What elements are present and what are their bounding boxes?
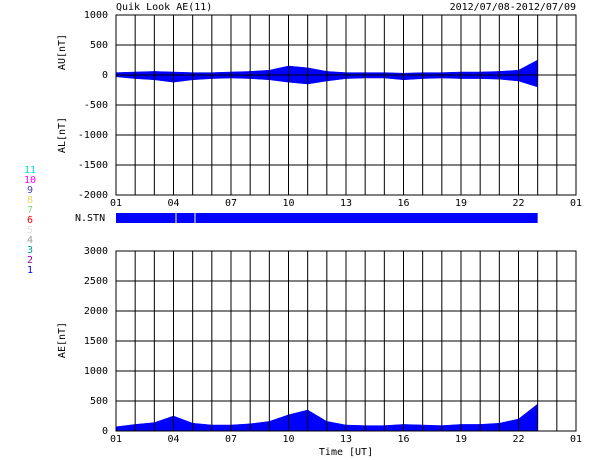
nstn-label: N.STN (75, 213, 105, 224)
x-tick-label: 01 (570, 198, 582, 209)
x-tick-label: 22 (512, 434, 524, 445)
station-label: 11 (24, 165, 36, 176)
y-tick-label: 0 (102, 426, 108, 437)
x-tick-label: 04 (167, 434, 179, 445)
x-tick-label: 01 (110, 434, 122, 445)
y-tick-label: 1500 (84, 336, 108, 347)
plot-frame (115, 250, 577, 432)
x-tick-label: 07 (225, 434, 237, 445)
y-tick-label: 500 (90, 40, 108, 51)
plot-frame (115, 14, 577, 196)
y-axis-label: AU[nT] (57, 34, 68, 70)
chart-subtitle: 2012/07/08-2012/07/09 (450, 2, 576, 13)
y-tick-label: -1500 (78, 160, 108, 171)
x-tick-label: 13 (340, 434, 352, 445)
y-tick-label: 0 (102, 70, 108, 81)
x-tick-label: 16 (397, 198, 409, 209)
station-label: 10 (24, 175, 36, 186)
y-axis-label: AL[nT] (57, 117, 68, 153)
x-tick-label: 16 (397, 434, 409, 445)
station-label: 5 (27, 225, 33, 236)
x-tick-label: 19 (455, 198, 467, 209)
station-label: 9 (27, 185, 33, 196)
x-axis-label: Time [UT] (319, 447, 373, 458)
y-tick-label: 3000 (84, 246, 108, 257)
station-label: 3 (27, 245, 33, 256)
station-label: 2 (27, 255, 33, 266)
y-tick-label: 1000 (84, 366, 108, 377)
y-tick-label: -500 (84, 100, 108, 111)
station-label: 6 (27, 215, 33, 226)
y-tick-label: -1000 (78, 130, 108, 141)
y-tick-label: 500 (90, 396, 108, 407)
area (115, 74, 538, 88)
chart-title: Quik Look AE(11) (116, 2, 212, 13)
station-label: 1 (27, 265, 33, 276)
station-label: 4 (27, 235, 33, 246)
x-tick-label: 01 (570, 434, 582, 445)
x-tick-label: 07 (225, 198, 237, 209)
station-label: 7 (27, 205, 33, 216)
x-tick-label: 22 (512, 198, 524, 209)
station-label: 8 (27, 195, 33, 206)
y-tick-label: 1000 (84, 10, 108, 21)
y-axis-label: AE[nT] (57, 322, 68, 358)
y-tick-label: 2000 (84, 306, 108, 317)
y-tick-label: 2500 (84, 276, 108, 287)
nstn-bar (116, 213, 538, 223)
x-tick-label: 19 (455, 434, 467, 445)
x-tick-label: 10 (282, 198, 294, 209)
x-tick-label: 10 (282, 434, 294, 445)
x-tick-label: 13 (340, 198, 352, 209)
y-tick-label: -2000 (78, 190, 108, 201)
x-tick-label: 01 (110, 198, 122, 209)
x-tick-label: 04 (167, 198, 179, 209)
